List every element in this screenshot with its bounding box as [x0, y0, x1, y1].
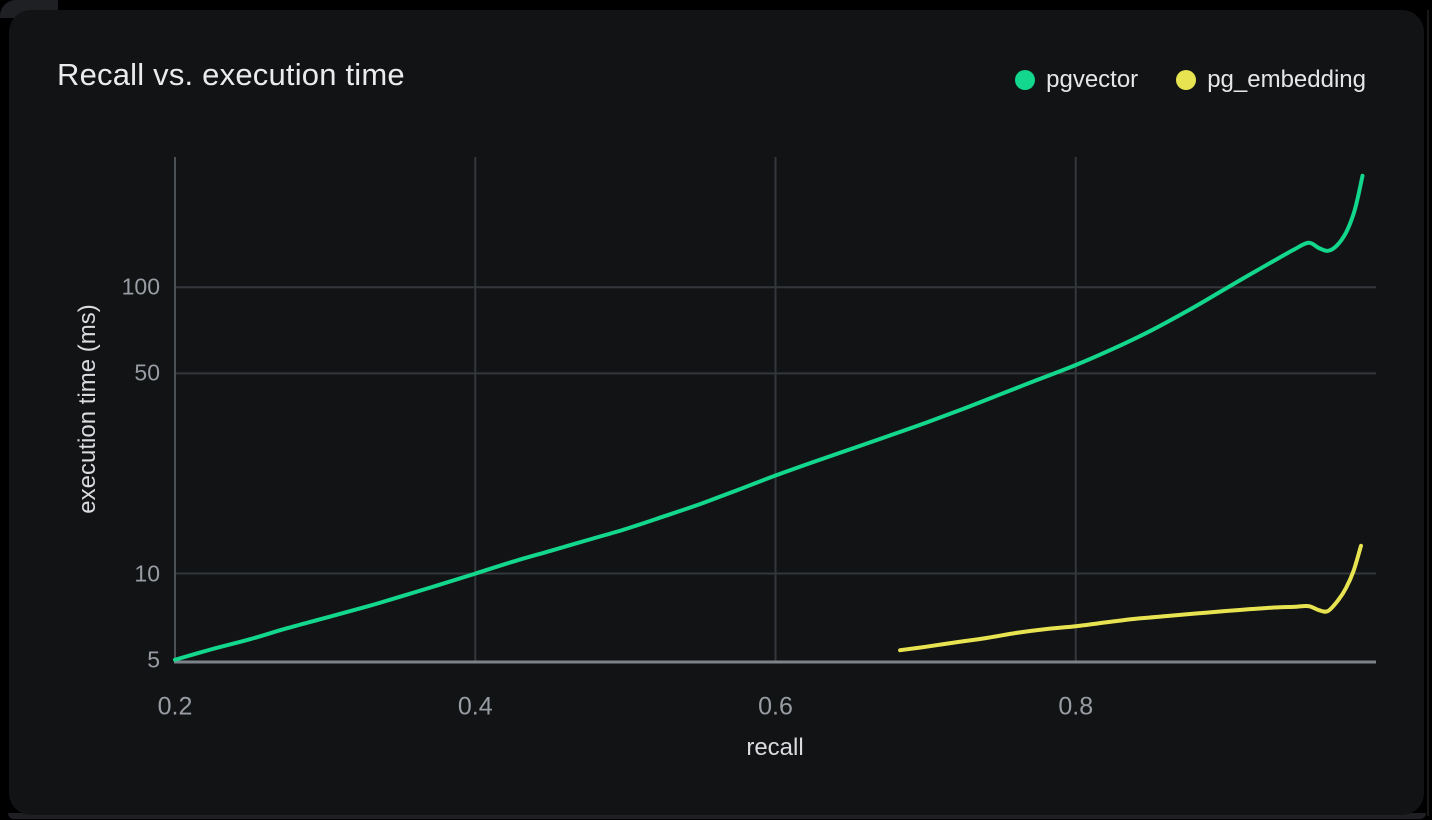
y-axis-title: execution time (ms) — [74, 304, 101, 514]
x-tick-label: 0.8 — [1058, 692, 1094, 721]
series-line-pgvector — [173, 173, 1365, 662]
legend-item-pg-embedding[interactable]: pg_embedding — [1176, 66, 1366, 94]
x-tick-label: 0.2 — [157, 692, 193, 721]
series-line-pg_embedding — [898, 543, 1363, 653]
legend-label-pgvector: pgvector — [1046, 66, 1139, 93]
chart-title: Recall vs. execution time — [57, 57, 405, 92]
y-tick-label: 50 — [134, 359, 160, 386]
x-tick-label: 0.4 — [457, 692, 493, 721]
legend-label-pg-embedding: pg_embedding — [1207, 66, 1366, 93]
window-edge-right — [1427, 10, 1429, 816]
x-axis-title: recall — [746, 734, 804, 761]
chart-legend: pgvector pg_embedding — [1015, 66, 1366, 94]
chart-card — [9, 10, 1424, 815]
y-tick-label: 5 — [147, 646, 160, 673]
y-tick-label: 10 — [134, 560, 160, 587]
legend-item-pgvector[interactable]: pgvector — [1015, 66, 1138, 94]
x-tick-label: 0.6 — [758, 692, 793, 721]
pgvector-series-dot-icon — [1015, 70, 1036, 90]
y-tick-label: 100 — [121, 273, 160, 300]
pg-embedding-series-dot-icon — [1176, 70, 1197, 90]
window-edge-bottom — [8, 813, 1426, 819]
